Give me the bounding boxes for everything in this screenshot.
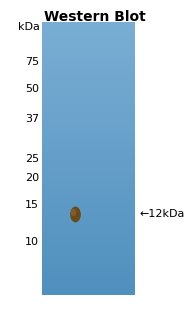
Text: 37: 37 [25, 114, 39, 124]
Ellipse shape [70, 206, 81, 222]
Text: ←12kDa: ←12kDa [139, 210, 184, 219]
Text: 20: 20 [25, 173, 39, 183]
Text: 50: 50 [25, 84, 39, 94]
Text: 10: 10 [25, 237, 39, 247]
Text: 15: 15 [25, 200, 39, 210]
Text: 75: 75 [25, 57, 39, 66]
Text: 25: 25 [25, 154, 39, 163]
Text: kDa: kDa [18, 22, 40, 32]
Ellipse shape [71, 209, 76, 216]
Text: Western Blot: Western Blot [44, 10, 146, 24]
